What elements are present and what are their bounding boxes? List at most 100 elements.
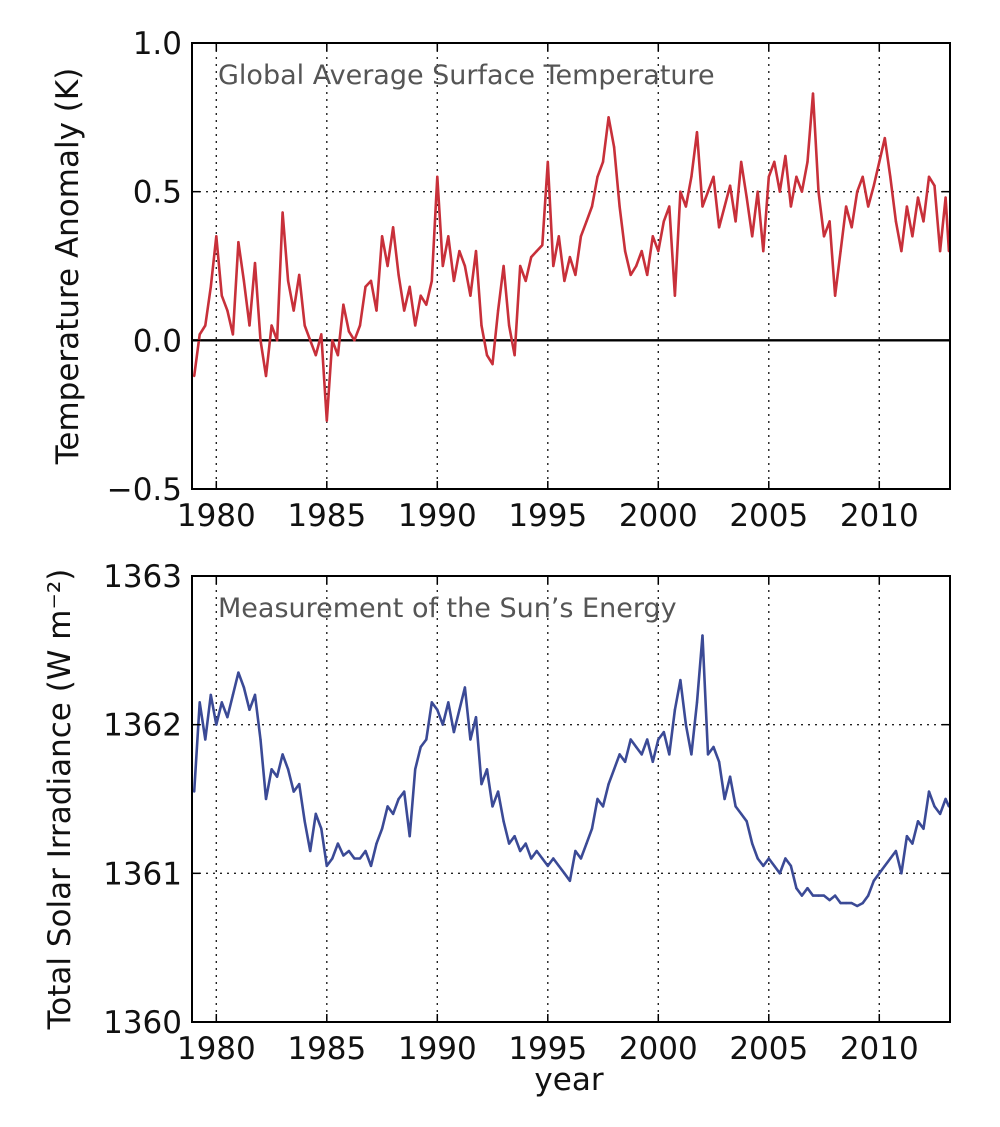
data-point — [717, 760, 721, 764]
data-point — [607, 782, 610, 786]
data-point — [596, 175, 599, 178]
data-point — [270, 768, 273, 771]
data-point — [679, 678, 682, 682]
data-point — [463, 264, 467, 268]
plot-frame — [191, 575, 951, 1023]
data-point — [894, 849, 898, 853]
data-point — [447, 235, 450, 238]
data-point — [541, 857, 544, 860]
data-point — [436, 708, 439, 711]
data-point — [927, 790, 931, 793]
data-point — [668, 205, 671, 208]
data-point — [673, 708, 677, 711]
data-point — [728, 775, 732, 778]
data-point — [701, 205, 704, 208]
data-point — [331, 339, 334, 342]
data-point — [844, 901, 848, 905]
data-point — [878, 872, 881, 875]
data-point — [861, 901, 864, 905]
data-point — [662, 730, 666, 734]
y-axis-label: Total Solar Irradiance (W m⁻²) — [42, 569, 78, 1031]
data-point — [905, 834, 909, 838]
data-point — [634, 264, 638, 268]
x-tick-label: 1980 — [177, 498, 256, 534]
solar-irradiance-panel: 1980 1985 1990 1995 2000 2005 2010 1360 1361 1362… — [42, 559, 951, 1098]
y-tick-label: 0.5 — [133, 175, 182, 211]
data-point — [563, 279, 566, 283]
data-point — [546, 160, 549, 164]
data-point — [320, 827, 323, 830]
data-point — [275, 775, 279, 778]
data-point — [452, 730, 456, 734]
data-point — [784, 154, 787, 158]
data-point — [358, 857, 362, 860]
data-point — [828, 220, 831, 223]
data-point — [419, 745, 422, 749]
data-point — [751, 235, 754, 238]
data-point — [646, 273, 649, 277]
data-point — [425, 738, 428, 741]
data-point — [623, 249, 627, 253]
data-point — [651, 760, 654, 764]
data-point — [535, 849, 538, 853]
data-point — [452, 279, 456, 283]
data-point — [833, 894, 837, 897]
data-point — [331, 857, 334, 860]
y-tick-label: 1363 — [103, 559, 182, 595]
data-point — [342, 854, 345, 857]
data-point — [778, 872, 782, 875]
data-point — [253, 261, 257, 265]
data-point — [861, 175, 864, 178]
data-point — [485, 354, 489, 357]
data-point — [911, 235, 914, 238]
data-point — [204, 324, 207, 327]
data-point — [253, 693, 257, 697]
temperature-panel: 1980 1985 1990 1995 2000 2005 2010 −0.5 0.0 0.5 1.… — [50, 26, 951, 534]
x-tick-label: 1980 — [177, 1031, 256, 1067]
data-point — [209, 285, 212, 289]
data-point — [640, 753, 643, 756]
data-point — [259, 339, 262, 342]
data-point — [850, 226, 853, 229]
data-point — [402, 790, 406, 793]
data-point — [855, 190, 859, 193]
x-tick-label: 2000 — [619, 498, 698, 534]
x-tick-label: 1990 — [398, 1031, 477, 1067]
panel-title: Global Average Surface Temperature — [218, 60, 715, 91]
data-point — [242, 279, 246, 283]
data-point — [215, 723, 218, 726]
data-point — [900, 249, 903, 253]
x-tick-label: 2005 — [729, 1031, 808, 1067]
data-point — [601, 805, 605, 808]
data-point — [679, 190, 682, 193]
data-point — [397, 273, 400, 277]
data-point — [789, 205, 793, 208]
x-tick-label: 1995 — [508, 1031, 587, 1067]
data-point — [264, 797, 268, 801]
data-point — [878, 160, 881, 164]
x-tick-label: 2010 — [840, 498, 919, 534]
data-point — [397, 797, 400, 801]
data-point — [286, 768, 290, 771]
data-point — [386, 805, 389, 808]
data-point — [336, 842, 340, 845]
data-point — [612, 145, 616, 149]
data-point — [292, 790, 295, 793]
data-point — [938, 812, 942, 816]
data-point — [375, 309, 378, 312]
data-point — [944, 196, 947, 199]
data-point — [795, 175, 798, 178]
data-point — [767, 175, 770, 178]
data-point — [706, 753, 710, 756]
data-point — [292, 309, 295, 312]
data-point — [590, 205, 594, 208]
data-point — [419, 294, 422, 297]
data-point — [701, 634, 704, 637]
data-point — [325, 419, 329, 422]
data-point — [844, 205, 848, 208]
data-point — [795, 887, 798, 890]
data-point — [513, 834, 516, 838]
y-axis-label: Temperature Anomaly (K) — [50, 68, 86, 466]
data-point — [557, 864, 561, 868]
data-point — [922, 220, 925, 223]
